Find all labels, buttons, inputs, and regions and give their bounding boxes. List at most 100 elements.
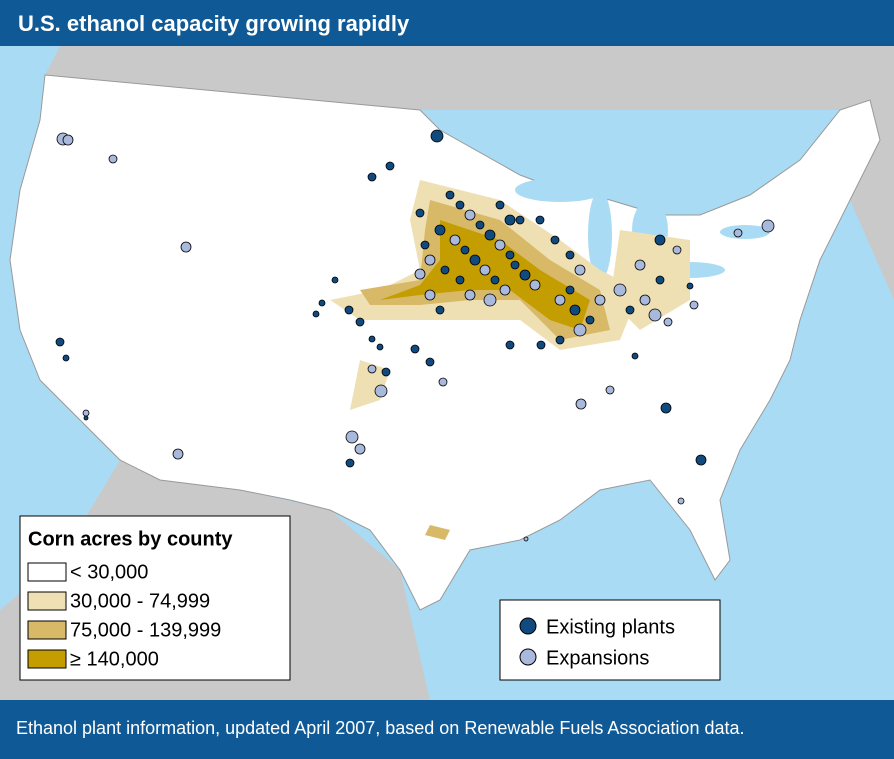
legend-item: < 30,000 — [70, 561, 148, 583]
expansion-plant — [672, 245, 682, 255]
existing-plant — [410, 344, 420, 354]
expansion-plant — [663, 317, 673, 327]
existing-plant — [62, 354, 70, 362]
existing-plant — [655, 275, 665, 285]
expansion-plant — [483, 293, 497, 307]
expansion-plant — [575, 398, 587, 410]
existing-plant — [344, 305, 354, 315]
expansion-plant — [354, 443, 366, 455]
existing-plant — [695, 454, 707, 466]
expansion-plant — [62, 134, 74, 146]
existing-plant — [625, 305, 635, 315]
existing-plant — [555, 335, 565, 345]
existing-plant — [490, 275, 500, 285]
existing-plant — [381, 367, 391, 377]
existing-plant — [565, 250, 575, 260]
expansion-plant — [367, 364, 377, 374]
existing-plant — [345, 458, 355, 468]
existing-plant — [654, 234, 666, 246]
legend-swatch — [27, 591, 67, 611]
existing-plant — [55, 337, 65, 347]
expansion-plant — [573, 323, 587, 337]
existing-plant — [569, 304, 581, 316]
existing-plant — [550, 235, 560, 245]
expansion-plant — [554, 294, 566, 306]
existing-plant — [430, 129, 444, 143]
legend-existing: Existing plants — [546, 616, 675, 638]
expansion-plant — [613, 283, 627, 297]
expansion-plant — [733, 228, 743, 238]
existing-plant — [519, 269, 531, 281]
legend-existing-marker — [519, 617, 537, 635]
expansion-plant — [414, 268, 426, 280]
expansion-plant — [108, 154, 118, 164]
expansion-plant — [677, 497, 685, 505]
expansion-plant — [529, 279, 541, 291]
existing-plant — [505, 250, 515, 260]
existing-plant — [435, 305, 445, 315]
existing-plant — [385, 161, 395, 171]
legend-swatch — [27, 562, 67, 582]
expansion-plant — [180, 241, 192, 253]
plant-legend — [499, 599, 721, 681]
expansion-plant — [639, 294, 651, 306]
existing-plant — [475, 220, 485, 230]
expansion-plant — [172, 448, 184, 460]
lake-superior — [515, 178, 605, 202]
expansion-plant — [464, 209, 476, 221]
legend-item: 75,000 - 139,999 — [70, 619, 221, 641]
title: U.S. ethanol capacity growing rapidly — [18, 11, 410, 36]
existing-plant — [484, 229, 496, 241]
existing-plant — [455, 275, 465, 285]
corn-low — [350, 360, 390, 410]
title-bar — [0, 0, 894, 46]
expansion-plant — [449, 234, 461, 246]
lake-ontario — [720, 225, 770, 239]
expansion-plant — [438, 377, 448, 387]
existing-plant — [536, 340, 546, 350]
existing-plant — [495, 200, 505, 210]
expansion-plant — [761, 219, 775, 233]
existing-plant — [535, 215, 545, 225]
existing-plant — [585, 315, 595, 325]
canada — [45, 46, 894, 300]
footer-bar — [0, 700, 894, 759]
existing-plant — [510, 260, 520, 270]
legend-expansion: Expansions — [546, 647, 649, 669]
existing-plant — [469, 254, 481, 266]
expansion-plant — [494, 239, 506, 251]
existing-plant — [660, 402, 672, 414]
legend-item: ≥ 140,000 — [70, 648, 159, 670]
expansion-plant — [345, 430, 359, 444]
expansion-plant — [689, 300, 699, 310]
existing-plant — [504, 214, 516, 226]
existing-plant — [505, 340, 515, 350]
legend-swatch — [27, 620, 67, 640]
legend-expansion-marker — [519, 648, 537, 666]
corn-legend-items: < 30,000 30,000 - 74,999 75,000 - 139,999 ≥… — [27, 561, 221, 670]
existing-plant — [367, 172, 377, 182]
expansion-plant — [424, 289, 436, 301]
corn-low — [610, 230, 690, 330]
existing-plant — [355, 317, 365, 327]
expansion-plant — [594, 294, 606, 306]
existing-plant — [440, 265, 450, 275]
existing-plant — [83, 415, 89, 421]
existing-plant — [686, 282, 694, 290]
expansion-plant — [82, 409, 90, 417]
expansion-plant — [605, 385, 615, 395]
legend-title: Corn acres by county — [28, 528, 233, 550]
existing-plant — [434, 224, 446, 236]
existing-plant — [515, 215, 525, 225]
existing-plant — [415, 208, 425, 218]
existing-plant — [631, 352, 639, 360]
legend-swatch — [27, 649, 67, 669]
expansion-plant — [574, 264, 586, 276]
existing-plant — [445, 190, 455, 200]
existing-plant — [460, 245, 470, 255]
existing-plant — [455, 200, 465, 210]
footnote: Ethanol plant information, updated April… — [16, 718, 745, 738]
existing-plant — [368, 335, 376, 343]
existing-plant — [312, 310, 320, 318]
